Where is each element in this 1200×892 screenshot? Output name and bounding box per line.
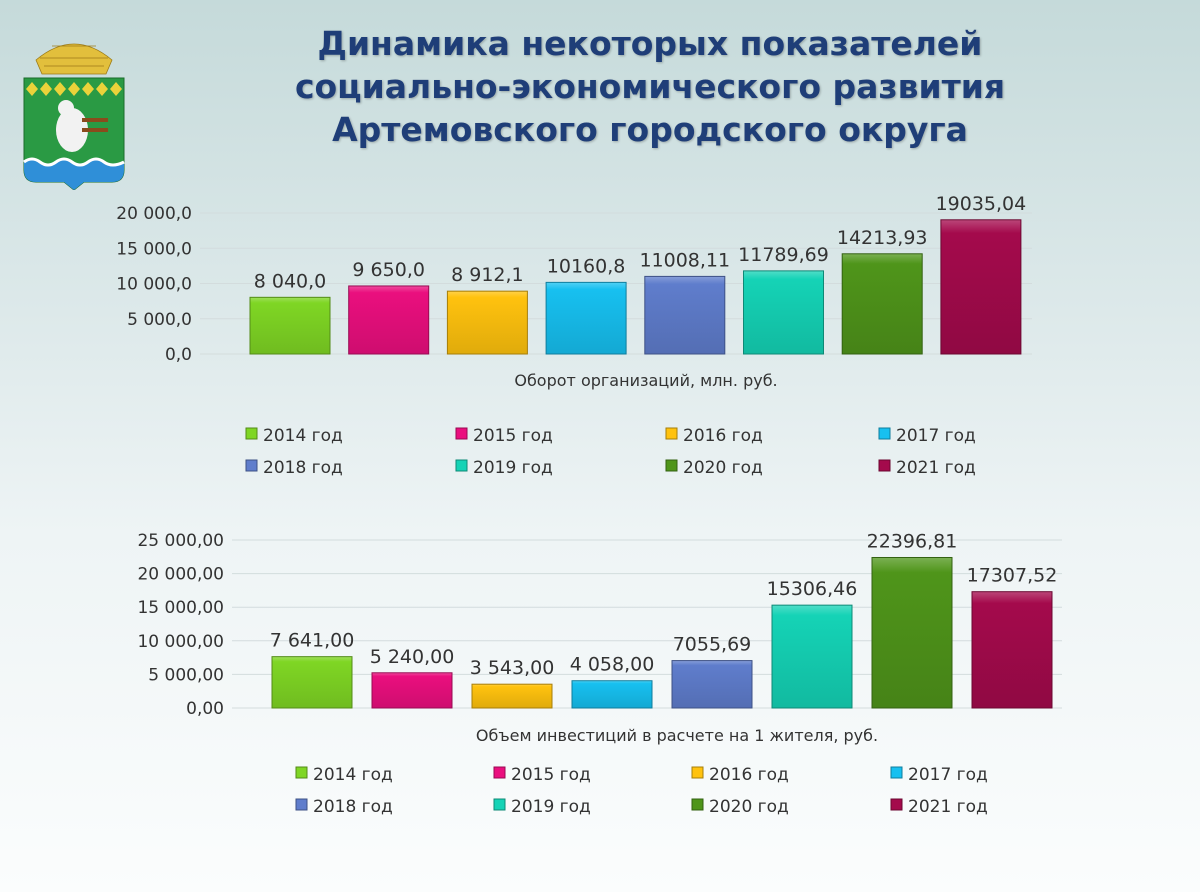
- bar-2014-год: [271, 656, 353, 709]
- legend-swatch: [493, 798, 506, 811]
- y-tick-label: 15 000,0: [116, 239, 192, 259]
- bar-2014-год: [249, 296, 331, 355]
- data-label: 14213,93: [837, 227, 928, 249]
- legend-swatch: [493, 766, 506, 779]
- bar-2021-год: [940, 219, 1022, 355]
- legend-swatch: [878, 459, 891, 472]
- data-label: 8 040,0: [254, 270, 327, 292]
- y-tick-label: 5 000,0: [127, 310, 192, 330]
- legend-label: 2016 год: [709, 765, 789, 785]
- legend-label: 2016 год: [683, 426, 763, 446]
- data-label: 15306,46: [767, 578, 858, 600]
- bar-2021-год: [971, 591, 1053, 709]
- bar-2017-год: [571, 680, 653, 709]
- legend-swatch: [295, 798, 308, 811]
- bar-2015-год: [348, 285, 430, 355]
- axis-title: Оборот организаций, млн. руб.: [514, 371, 777, 390]
- data-label: 8 912,1: [451, 264, 524, 286]
- legend-label: 2014 год: [263, 426, 343, 446]
- data-label: 11008,11: [639, 249, 730, 271]
- legend-label: 2021 год: [896, 458, 976, 478]
- data-label: 19035,04: [936, 193, 1027, 215]
- y-tick-label: 10 000,00: [137, 632, 224, 652]
- legend-label: 2018 год: [263, 458, 343, 478]
- data-label: 3 543,00: [470, 657, 555, 679]
- bar-2016-год: [446, 290, 528, 355]
- legend-label: 2019 год: [511, 797, 591, 817]
- legend-swatch: [665, 459, 678, 472]
- title-line-2: социально-экономического развития: [294, 67, 1006, 106]
- legend-swatch: [245, 459, 258, 472]
- crown: [35, 43, 113, 75]
- y-tick-label: 10 000,0: [116, 275, 192, 295]
- bar-2015-год: [371, 672, 453, 709]
- title-line-1: Динамика некоторых показателей: [317, 24, 983, 63]
- legend-label: 2015 год: [511, 765, 591, 785]
- data-label: 11789,69: [738, 244, 829, 266]
- legend-swatch: [878, 427, 891, 440]
- legend-swatch: [455, 427, 468, 440]
- legend-label: 2017 год: [896, 426, 976, 446]
- bar-2020-год: [871, 556, 953, 709]
- legend-label: 2019 год: [473, 458, 553, 478]
- bar-2017-год: [545, 281, 627, 355]
- legend-swatch: [890, 798, 903, 811]
- y-tick-label: 0,00: [186, 699, 224, 719]
- title-line-3: Артемовского городского округа: [332, 110, 968, 149]
- data-label: 7 641,00: [270, 630, 355, 652]
- bar-2019-год: [743, 270, 824, 355]
- data-label: 5 240,00: [370, 646, 455, 668]
- y-tick-label: 5 000,00: [148, 665, 224, 685]
- legend-swatch: [665, 427, 678, 440]
- y-tick-label: 15 000,00: [137, 598, 224, 618]
- legend-label: 2015 год: [473, 426, 553, 446]
- legend-label: 2021 год: [908, 797, 988, 817]
- data-label: 9 650,0: [352, 259, 425, 281]
- y-tick-label: 25 000,00: [137, 531, 224, 551]
- bar-2016-год: [471, 683, 553, 709]
- data-label: 4 058,00: [570, 654, 655, 676]
- chart-2: 0,00 5 000,00 10 000,00 15 000,00 20 000,00 2…: [137, 530, 1062, 817]
- y-tick-label: 20 000,0: [116, 204, 192, 224]
- legend-label: 2020 год: [683, 458, 763, 478]
- coat-of-arms-icon: [23, 43, 125, 190]
- bar-2018-год: [671, 660, 753, 709]
- bar-2018-год: [644, 275, 726, 355]
- axis-title: Объем инвестиций в расчете на 1 жителя, …: [476, 726, 878, 745]
- legend-label: 2020 год: [709, 797, 789, 817]
- legend-swatch: [890, 766, 903, 779]
- data-label: 7055,69: [673, 634, 752, 656]
- y-tick-label: 20 000,00: [137, 565, 224, 585]
- legend-swatch: [691, 766, 704, 779]
- legend-swatch: [245, 427, 258, 440]
- legend-swatch: [691, 798, 704, 811]
- legend-swatch: [455, 459, 468, 472]
- legend-label: 2018 год: [313, 797, 393, 817]
- data-label: 10160,8: [547, 255, 626, 277]
- legend-label: 2014 год: [313, 765, 393, 785]
- y-tick-label: 0,0: [165, 345, 192, 365]
- legend-swatch: [295, 766, 308, 779]
- data-label: 22396,81: [867, 530, 958, 552]
- page-title: Динамика некоторых показателей социально…: [240, 22, 1060, 151]
- chart-1: 0,0 5 000,0 10 000,0 15 000,0 20 000,0 8 040,…: [116, 193, 1032, 478]
- bar-2020-год: [841, 253, 923, 355]
- data-label: 17307,52: [967, 565, 1058, 587]
- bar-2019-год: [771, 604, 853, 709]
- legend-label: 2017 год: [908, 765, 988, 785]
